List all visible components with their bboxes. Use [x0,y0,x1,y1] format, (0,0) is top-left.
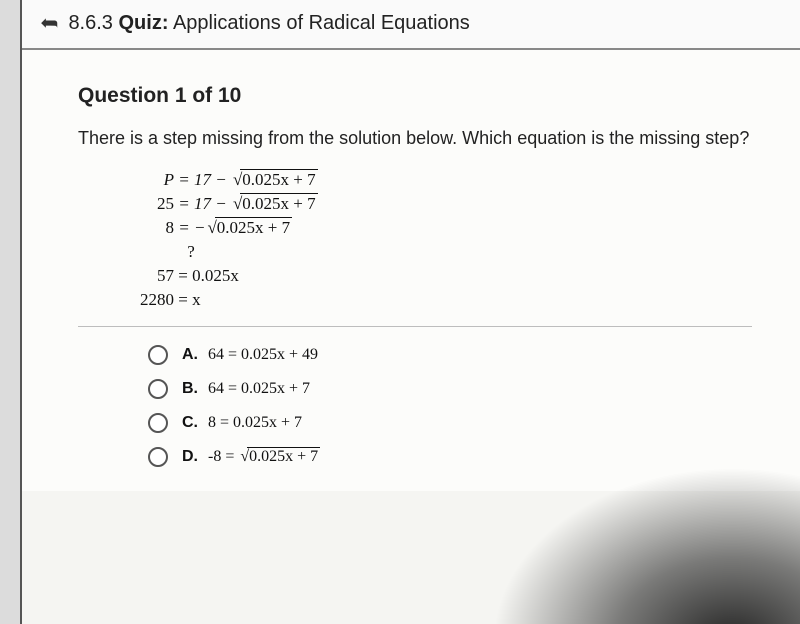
quiz-label: Quiz: [118,12,168,34]
back-icon[interactable]: ➦ [40,10,58,36]
option-d-text: -8 = 0.025x + 7 [208,448,320,465]
step-2: 25 = 17 − 0.025x + 7 [116,194,752,214]
question-content: Question 1 of 10 There is a step missing… [22,50,800,491]
option-d-letter: D. [182,448,198,465]
radio-a[interactable] [148,345,168,365]
option-c-text: 8 = 0.025x + 7 [208,414,302,431]
option-c-letter: C. [182,414,198,431]
header-title: 8.6.3 Quiz: Applications of Radical Equa… [68,12,469,35]
radio-b[interactable] [148,379,168,399]
missing-step: ? [116,242,266,262]
option-b-text: 64 = 0.025x + 7 [208,380,310,397]
step-1: P = 17 − 0.025x + 7 [116,170,752,190]
quiz-header: ➦ 8.6.3 Quiz: Applications of Radical Eq… [22,0,800,50]
question-counter: Question 1 of 10 [78,84,752,108]
step-5: 57 = 0.025x [116,266,752,286]
option-a[interactable]: A. 64 = 0.025x + 49 [148,345,752,365]
radio-d[interactable] [148,447,168,467]
step-3: 8 = −0.025x + 7 [116,218,752,238]
option-d[interactable]: D. -8 = 0.025x + 7 [148,447,752,467]
quiz-title: Applications of Radical Equations [173,12,470,34]
option-a-letter: A. [182,346,198,363]
radio-c[interactable] [148,413,168,433]
section-number: 8.6.3 [68,12,112,34]
option-b[interactable]: B. 64 = 0.025x + 7 [148,379,752,399]
quiz-screen: ➦ 8.6.3 Quiz: Applications of Radical Eq… [20,0,800,624]
step-6: 2280 = x [116,290,752,310]
question-prompt: There is a step missing from the solutio… [78,126,752,150]
option-b-letter: B. [182,380,198,397]
divider [78,326,752,327]
solution-steps: P = 17 − 0.025x + 7 25 = 17 − 0.025x + 7… [116,170,752,310]
option-a-text: 64 = 0.025x + 49 [208,346,318,363]
answer-options: A. 64 = 0.025x + 49 B. 64 = 0.025x + 7 C… [148,345,752,467]
left-gutter [0,0,20,624]
option-c[interactable]: C. 8 = 0.025x + 7 [148,413,752,433]
